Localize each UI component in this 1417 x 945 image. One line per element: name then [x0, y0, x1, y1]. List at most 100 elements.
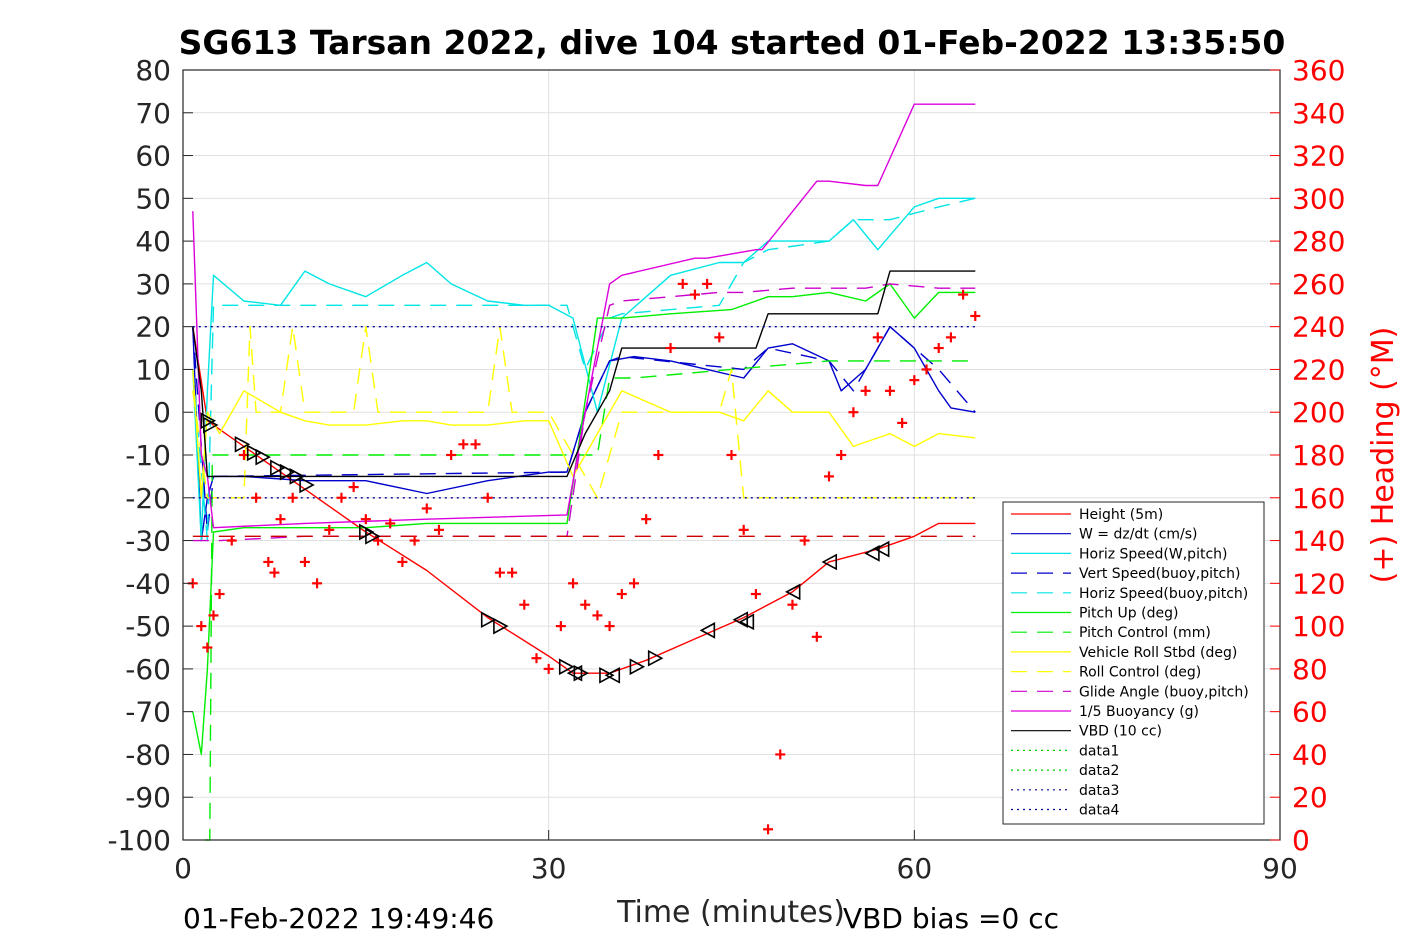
- y2-tick-label: 360: [1292, 54, 1345, 87]
- legend-entry: Vehicle Roll Stbd (deg): [1079, 645, 1237, 661]
- heading-point: [750, 589, 761, 600]
- heading-point: [312, 578, 323, 589]
- heading-point: [580, 599, 591, 610]
- legend-box: [1002, 501, 1265, 825]
- climb-marker: [864, 545, 880, 562]
- heading-point: [811, 631, 822, 642]
- heading-point: [592, 610, 603, 621]
- heading-point: [214, 589, 225, 600]
- y2-tick-label: 280: [1292, 225, 1345, 258]
- legend-entry: Horiz Speed(buoy,pitch): [1079, 586, 1248, 602]
- legend-entry: VBD (10 cc): [1079, 724, 1162, 740]
- climb-marker: [566, 664, 583, 682]
- heading-point: [677, 278, 688, 289]
- y2-tick-label: 200: [1292, 396, 1345, 429]
- y-tick-label: 60: [135, 140, 171, 173]
- y2-tick-label: 260: [1292, 268, 1345, 301]
- series-line-4: [192, 326, 976, 533]
- heading-point: [269, 567, 280, 578]
- y2-tick-label: 240: [1292, 311, 1345, 344]
- heading-point: [507, 567, 518, 578]
- heading-point: [628, 578, 639, 589]
- x-tick-labels: 0 30 60 90: [174, 852, 1298, 885]
- y-tick-label: -20: [125, 482, 171, 515]
- right-y-tick-labels: 3603403203002802602402202001801601401201…: [1292, 54, 1345, 857]
- series-line-9: [192, 326, 976, 499]
- heading-point: [531, 653, 542, 664]
- heading-point: [543, 663, 554, 674]
- heading-point: [324, 524, 335, 535]
- x-tick-label: 30: [531, 852, 567, 885]
- y-tick-label: 0: [153, 396, 171, 429]
- heading-point: [360, 514, 371, 525]
- dive-marker: [299, 476, 315, 494]
- dive-marker: [203, 416, 219, 434]
- heading-point: [824, 471, 835, 482]
- heading-point: [775, 749, 786, 760]
- heading-point: [251, 492, 262, 503]
- y2-tick-label: 220: [1292, 353, 1345, 386]
- climb-marker: [738, 613, 755, 631]
- legend-entry: Vert Speed(buoy,pitch): [1079, 566, 1241, 582]
- heading-point: [470, 439, 481, 450]
- heading-point: [208, 610, 219, 621]
- dive-marker: [270, 459, 286, 477]
- dive-marker: [647, 649, 664, 667]
- left-y-tick-labels: 80 70 60 50 40 30 20 10 0 -10 -20 -30 -40 -50 -60 -70 -8…: [107, 54, 171, 857]
- heading-point: [397, 556, 408, 567]
- y-tick-label: -50: [125, 610, 171, 643]
- y-tick-label: 20: [135, 311, 171, 344]
- y-tick-label: -40: [125, 567, 171, 600]
- heading-point: [665, 343, 676, 354]
- heading-point: [836, 450, 847, 460]
- heading-point: [872, 332, 883, 343]
- series-line-11: [192, 103, 976, 529]
- right-y-axis-label: (+) Heading (°M): [1366, 327, 1401, 584]
- heading-point: [421, 503, 432, 514]
- dive-marker: [365, 527, 381, 545]
- heading-point: [494, 567, 505, 578]
- heading-point: [909, 375, 920, 386]
- heading-point: [763, 824, 774, 835]
- legend-entry: Roll Control (deg): [1079, 665, 1201, 681]
- dive-marker: [279, 463, 296, 481]
- heading-point: [299, 556, 310, 567]
- y-tick-label: 80: [135, 54, 171, 87]
- dive-marker: [255, 448, 271, 466]
- heading-point: [921, 364, 932, 375]
- y2-tick-label: 300: [1292, 182, 1345, 215]
- y-tick-label: -70: [125, 696, 171, 729]
- legend-entry: data4: [1079, 803, 1120, 819]
- heading-point: [714, 332, 725, 343]
- series-line-8: [192, 369, 976, 499]
- heading-point: [446, 450, 457, 460]
- heading-point: [336, 492, 347, 503]
- heading-point: [641, 514, 652, 525]
- dive-marker: [480, 611, 497, 629]
- heading-point: [226, 535, 237, 546]
- chart-title: SG613 Tarsan 2022, dive 104 started 01-F…: [179, 23, 1286, 62]
- climb-marker: [604, 666, 621, 684]
- heading-point: [616, 589, 627, 600]
- x-tick-label: 90: [1262, 852, 1298, 885]
- legend-entry: data2: [1079, 763, 1119, 779]
- heading-point: [196, 621, 207, 632]
- heading-point: [385, 518, 396, 529]
- y2-tick-label: 40: [1292, 738, 1328, 771]
- heading-point: [263, 556, 274, 567]
- climb-marker: [784, 583, 801, 601]
- y2-tick-label: 320: [1292, 140, 1345, 173]
- climb-marker: [873, 540, 890, 558]
- x-tick-label: 60: [897, 852, 933, 885]
- y2-tick-label: 20: [1292, 781, 1328, 814]
- series-layer: [192, 103, 976, 841]
- y2-tick-label: 140: [1292, 525, 1345, 558]
- x-axis-label: Time (minutes): [616, 895, 845, 930]
- y-tick-label: -90: [125, 781, 171, 814]
- heading-point: [458, 439, 469, 450]
- heading-point: [860, 385, 871, 396]
- y-tick-label: -30: [125, 525, 171, 558]
- heading-point: [970, 310, 981, 321]
- y-tick-label: -80: [125, 738, 171, 771]
